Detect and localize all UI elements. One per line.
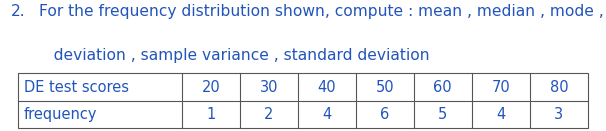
Text: 50: 50 xyxy=(376,80,394,95)
Text: 60: 60 xyxy=(433,80,452,95)
Text: 30: 30 xyxy=(259,80,278,95)
Text: 3: 3 xyxy=(554,107,564,122)
Text: frequency: frequency xyxy=(24,107,98,122)
Text: 70: 70 xyxy=(491,80,510,95)
Text: 2.: 2. xyxy=(11,4,25,19)
Text: 4: 4 xyxy=(496,107,505,122)
Text: deviation , sample variance , standard deviation: deviation , sample variance , standard d… xyxy=(39,48,430,64)
Text: 20: 20 xyxy=(201,80,220,95)
Text: For the frequency distribution shown, compute : mean , median , mode , mean: For the frequency distribution shown, co… xyxy=(39,4,606,19)
Text: 6: 6 xyxy=(380,107,390,122)
Text: 2: 2 xyxy=(264,107,273,122)
Text: 40: 40 xyxy=(318,80,336,95)
Text: 80: 80 xyxy=(550,80,568,95)
Text: 5: 5 xyxy=(438,107,447,122)
Text: 1: 1 xyxy=(206,107,215,122)
Text: 4: 4 xyxy=(322,107,331,122)
Text: DE test scores: DE test scores xyxy=(24,80,129,95)
